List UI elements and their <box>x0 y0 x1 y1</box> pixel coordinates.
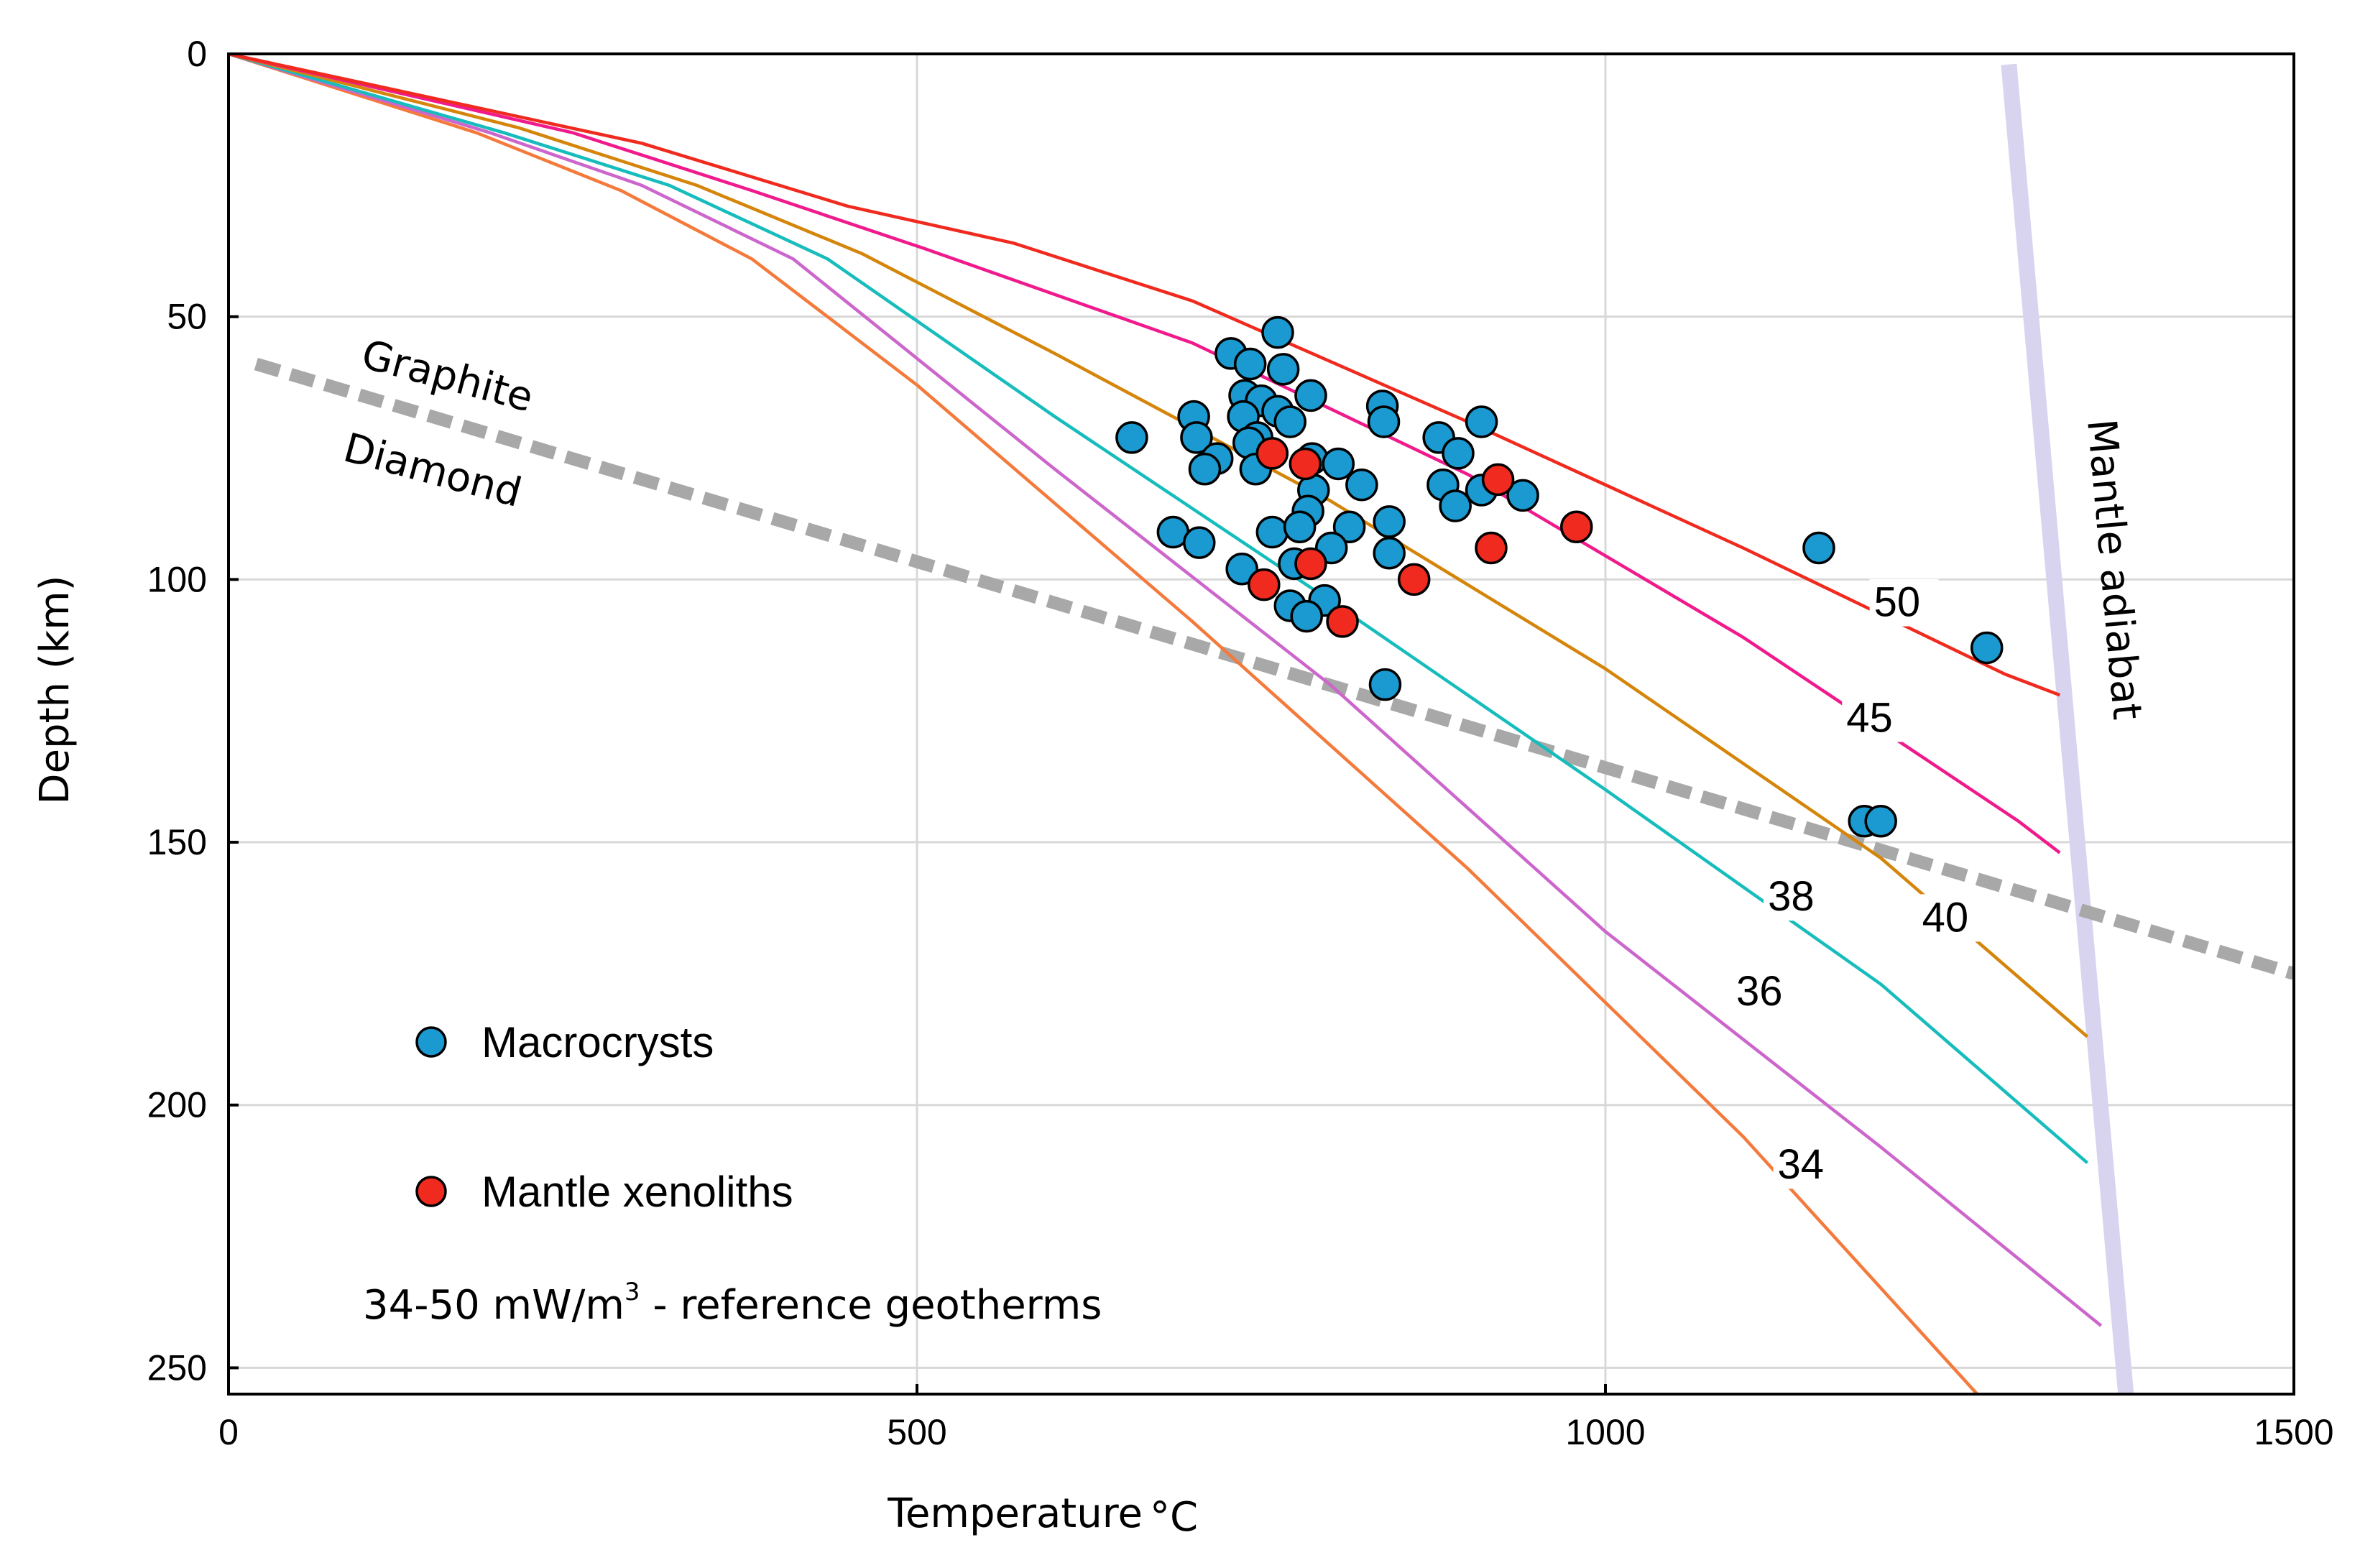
geotherm-50-label: 50 <box>1874 579 1921 626</box>
mantle-adiabat-line <box>2001 63 2134 1395</box>
macrocrysts-point <box>1322 447 1355 481</box>
macrocrysts-point <box>1283 510 1317 543</box>
macrocrysts-point <box>1188 453 1222 486</box>
macrocrysts-point <box>1345 468 1378 502</box>
legend-label-mantle-xenoliths: Mantle xenoliths <box>481 1168 793 1216</box>
mantle-adiabat-label: Mantle adiabat <box>2078 418 2150 722</box>
macrocrysts-point <box>1373 505 1406 538</box>
geotherm-40-line <box>229 54 2089 1038</box>
graphite-label: Graphite <box>356 331 538 422</box>
legend: Macrocrysts Mantle xenoliths <box>415 1018 793 1216</box>
graphite-diamond-boundary-line <box>254 357 2294 980</box>
mantle-xenoliths-point <box>1289 447 1322 481</box>
macrocrysts-point <box>1225 552 1258 586</box>
geotherm-38-line <box>229 54 2089 1164</box>
macrocrysts-point <box>1332 510 1366 543</box>
geotherm-label-bg <box>1773 1141 1843 1189</box>
macrocrysts-point <box>1261 315 1294 349</box>
macrocrysts-point <box>1367 405 1401 438</box>
y-tick-label: 200 <box>147 1085 207 1125</box>
geotherm-36-line <box>229 54 2103 1327</box>
plot-frame-rect <box>227 52 2295 1396</box>
axis-ticks: 0 500 1000 1500 0 50 100 150 200 250 <box>147 34 2334 1452</box>
geotherm-label-bg <box>1764 873 1833 921</box>
y-tick-label: 100 <box>147 559 207 599</box>
macrocrysts-point <box>1802 531 1835 565</box>
data-points <box>1115 315 2004 838</box>
x-axis-unit: °C <box>1150 1494 1198 1541</box>
y-tick-label: 150 <box>147 822 207 862</box>
geotherm-label-bg <box>1869 578 1939 627</box>
geotherm-38-label: 38 <box>1768 873 1815 920</box>
macrocrysts-point <box>1255 515 1289 549</box>
macrocrysts-point <box>1290 599 1323 633</box>
macrocrysts-point <box>1180 421 1213 454</box>
macrocrysts-point <box>1373 537 1406 570</box>
macrocrysts-point <box>1442 437 1475 470</box>
geotherm-36-label: 36 <box>1736 968 1783 1015</box>
legend-label-macrocrysts: Macrocrysts <box>481 1018 714 1066</box>
mantle-xenoliths-point <box>1481 463 1515 497</box>
legend-marker-macrocrysts <box>415 1026 447 1058</box>
grid <box>229 54 2294 1394</box>
mantle-xenoliths-point <box>1397 563 1431 596</box>
mantle-xenoliths-point <box>1255 437 1289 470</box>
geotherm-label-bg <box>1732 967 1802 1015</box>
mantle-xenoliths-point <box>1326 605 1359 638</box>
x-tick-label: 1000 <box>1565 1412 1645 1452</box>
x-axis-label: Temperature <box>887 1490 1143 1537</box>
macrocrysts-point <box>1368 668 1402 701</box>
y-tick-label: 50 <box>167 297 207 337</box>
macrocrysts-point <box>1439 489 1472 522</box>
geotherm-45-label: 45 <box>1846 694 1893 741</box>
geotherm-34-line <box>229 54 1978 1394</box>
y-tick-label: 0 <box>187 34 207 74</box>
y-tick-label: 250 <box>147 1347 207 1388</box>
geotherm-40-label: 40 <box>1922 894 1969 941</box>
geotherm-annotation: 34-50 mW/m3 - reference geotherms <box>363 1278 1102 1329</box>
macrocrysts-point <box>1864 805 1897 838</box>
geotherm-45-line <box>229 54 2061 854</box>
geotherm-50-line <box>229 54 2061 697</box>
macrocrysts-point <box>1970 631 2004 665</box>
mantle-xenoliths-point <box>1248 568 1281 601</box>
mantle-xenoliths-point <box>1294 547 1327 581</box>
geotherm-34-label: 34 <box>1778 1141 1825 1188</box>
x-tick-label: 1500 <box>2254 1412 2333 1452</box>
geotherm-label-bg <box>1842 694 1912 742</box>
plot-frame <box>227 52 2295 1396</box>
mantle-xenoliths-point <box>1475 531 1508 565</box>
geotherm-lines: 34 36 38 40 45 50 <box>229 54 2103 1394</box>
macrocrysts-point <box>1506 479 1539 512</box>
legend-marker-mantle-xenoliths <box>415 1176 447 1207</box>
macrocrysts-point <box>1115 421 1148 454</box>
macrocrysts-point <box>1294 379 1327 412</box>
y-axis-label: Depth (km) <box>32 575 78 804</box>
x-tick-label: 500 <box>887 1412 946 1452</box>
macrocrysts-point <box>1233 347 1267 381</box>
macrocrysts-point <box>1273 405 1306 438</box>
mantle-xenoliths-point <box>1560 510 1593 543</box>
x-tick-label: 0 <box>218 1412 239 1452</box>
mantle-adiabat-layer: Mantle adiabat <box>2001 63 2150 1395</box>
macrocrysts-point <box>1266 353 1300 386</box>
macrocrysts-point <box>1183 526 1216 559</box>
macrocrysts-point <box>1465 405 1498 438</box>
geotherm-label-bg <box>1917 894 1987 942</box>
